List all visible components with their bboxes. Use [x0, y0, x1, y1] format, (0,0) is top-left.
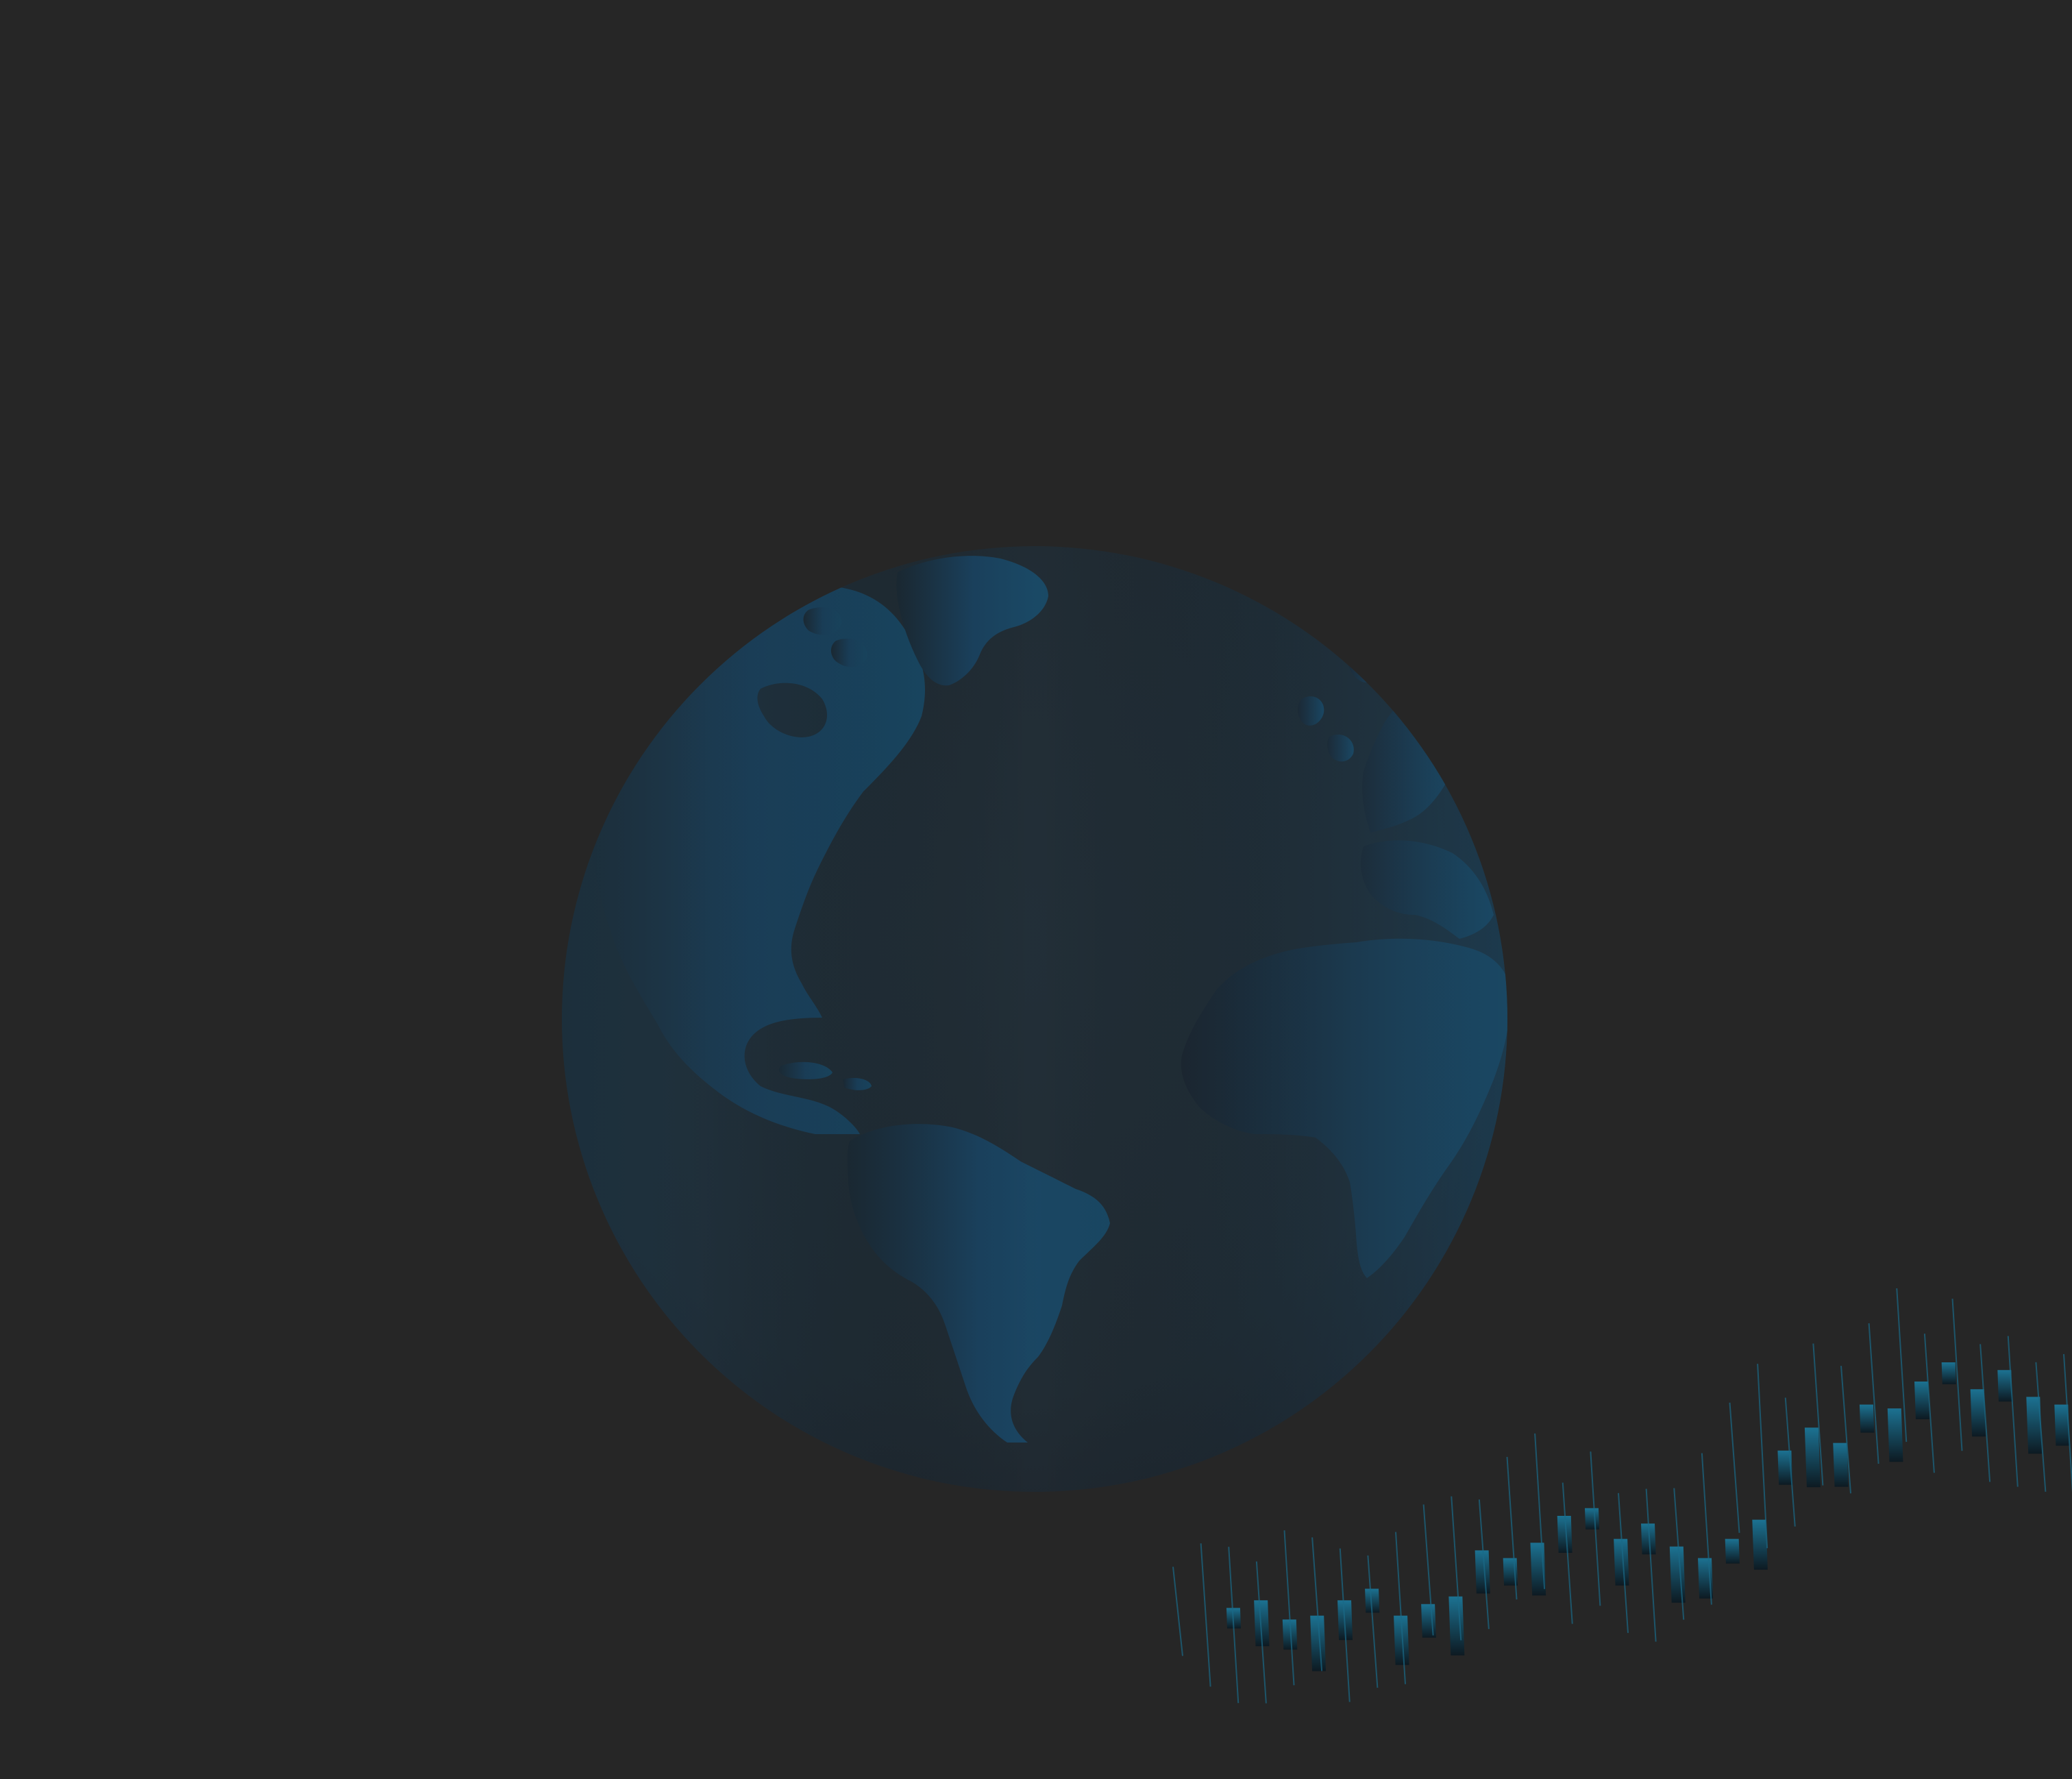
candle-body — [1614, 1538, 1629, 1586]
candle-wick — [1618, 1493, 1629, 1633]
candle-body — [1641, 1523, 1656, 1555]
candle-wick — [1283, 1530, 1295, 1686]
candle-wick — [1451, 1496, 1462, 1641]
candle-wick — [1395, 1532, 1406, 1684]
candle-wick — [1172, 1567, 1183, 1656]
candle-wick — [1757, 1364, 1768, 1549]
candle-body — [1914, 1382, 1929, 1419]
candle-wick — [1534, 1433, 1546, 1589]
candle-body — [1752, 1519, 1768, 1570]
candle-wick — [1339, 1548, 1350, 1702]
candle-body — [1448, 1596, 1465, 1656]
candle-wick — [1367, 1555, 1379, 1688]
candle-wick — [1840, 1366, 1851, 1494]
candle-body — [1970, 1389, 1986, 1437]
candle-wick — [1562, 1482, 1573, 1624]
candle-wick — [1923, 1334, 1935, 1473]
candle-wick — [1422, 1504, 1434, 1636]
candle-body — [1557, 1516, 1572, 1553]
candle-wick — [1200, 1543, 1211, 1687]
candle-wick — [1784, 1397, 1796, 1527]
candle-wick — [1228, 1547, 1240, 1704]
candle-wick — [1951, 1299, 1963, 1451]
candle-body — [1725, 1538, 1740, 1564]
candle-body — [1887, 1408, 1903, 1462]
candle-wick — [2063, 1353, 2072, 1493]
candle-body — [1421, 1604, 1436, 1638]
candle-body — [2026, 1397, 2043, 1454]
candle-body — [1584, 1508, 1600, 1530]
candle-wick — [1980, 1344, 1991, 1482]
candle-body — [1394, 1615, 1409, 1665]
candle-wick — [1255, 1561, 1267, 1704]
candle-body — [1777, 1450, 1793, 1485]
candle-wick — [1311, 1537, 1323, 1671]
candle-body — [1698, 1558, 1714, 1599]
candle-body — [1530, 1543, 1546, 1596]
candle-wick — [1729, 1402, 1740, 1533]
candle-body — [1859, 1404, 1875, 1433]
candle-wick — [1812, 1343, 1824, 1486]
candle-body — [1997, 1370, 2012, 1402]
candle-body — [1833, 1443, 1849, 1487]
candle-body — [1226, 1608, 1241, 1629]
candle-wick — [2007, 1336, 2019, 1487]
candle-body — [1337, 1600, 1353, 1641]
candle-body — [1310, 1615, 1327, 1671]
candle-wick — [1478, 1499, 1490, 1630]
candle-wick — [1896, 1288, 1908, 1443]
candle-body — [1669, 1546, 1686, 1603]
candle-wick — [1645, 1488, 1657, 1642]
earth-globe-icon — [555, 545, 1514, 1494]
candle-wick — [1673, 1488, 1685, 1620]
candle-body — [1282, 1619, 1298, 1650]
candle-wick — [1868, 1323, 1879, 1464]
candle-body — [1804, 1427, 1821, 1488]
candle-body — [2054, 1404, 2070, 1446]
candle-wick — [2035, 1362, 2047, 1492]
candle-wick — [1701, 1453, 1712, 1605]
candle-body — [1254, 1600, 1270, 1647]
candle-body — [1365, 1588, 1380, 1613]
candle-wick — [1590, 1451, 1601, 1606]
candle-body — [1503, 1558, 1518, 1586]
candle-body — [1941, 1362, 1956, 1384]
candle-body — [1475, 1550, 1490, 1594]
